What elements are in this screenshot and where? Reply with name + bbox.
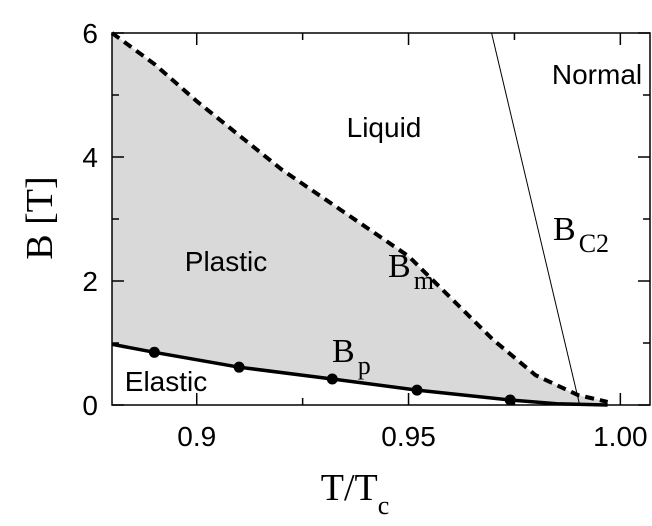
series-label-main: B: [553, 211, 576, 248]
region-label: Normal: [552, 59, 642, 90]
x-axis-label-sub: c: [378, 491, 390, 520]
series-label-sub: p: [358, 351, 371, 380]
series-label-main: B: [388, 248, 411, 285]
series-line: [110, 31, 609, 404]
data-point: [326, 373, 338, 385]
data-point: [504, 394, 516, 406]
region-label: Elastic: [125, 366, 207, 397]
data-point: [233, 361, 245, 373]
series-line: [491, 32, 581, 406]
data-point: [411, 384, 423, 396]
region-label: Liquid: [347, 112, 422, 143]
y-axis-label: B [T]: [19, 176, 61, 259]
series-label: B C2: [553, 211, 609, 258]
y-tick-label: 6: [82, 18, 98, 49]
y-tick-label: 4: [82, 142, 98, 173]
y-tick-label: 0: [82, 390, 98, 421]
y-tick-label: 2: [82, 266, 98, 297]
x-tick-label: 0.95: [381, 421, 436, 452]
x-tick-label: 0.9: [177, 421, 216, 452]
series-label-sub: C2: [579, 229, 609, 258]
x-tick-label: 1.00: [593, 421, 648, 452]
series-label-main: B: [332, 333, 355, 370]
x-axis-label: T/Tc: [321, 467, 390, 520]
data-point: [148, 346, 160, 358]
series-line: [111, 342, 608, 407]
x-axis-label-main: T/T: [321, 467, 378, 509]
plastic-region: [112, 33, 608, 405]
series-label-sub: m: [414, 266, 434, 295]
region-label: Plastic: [185, 246, 267, 277]
